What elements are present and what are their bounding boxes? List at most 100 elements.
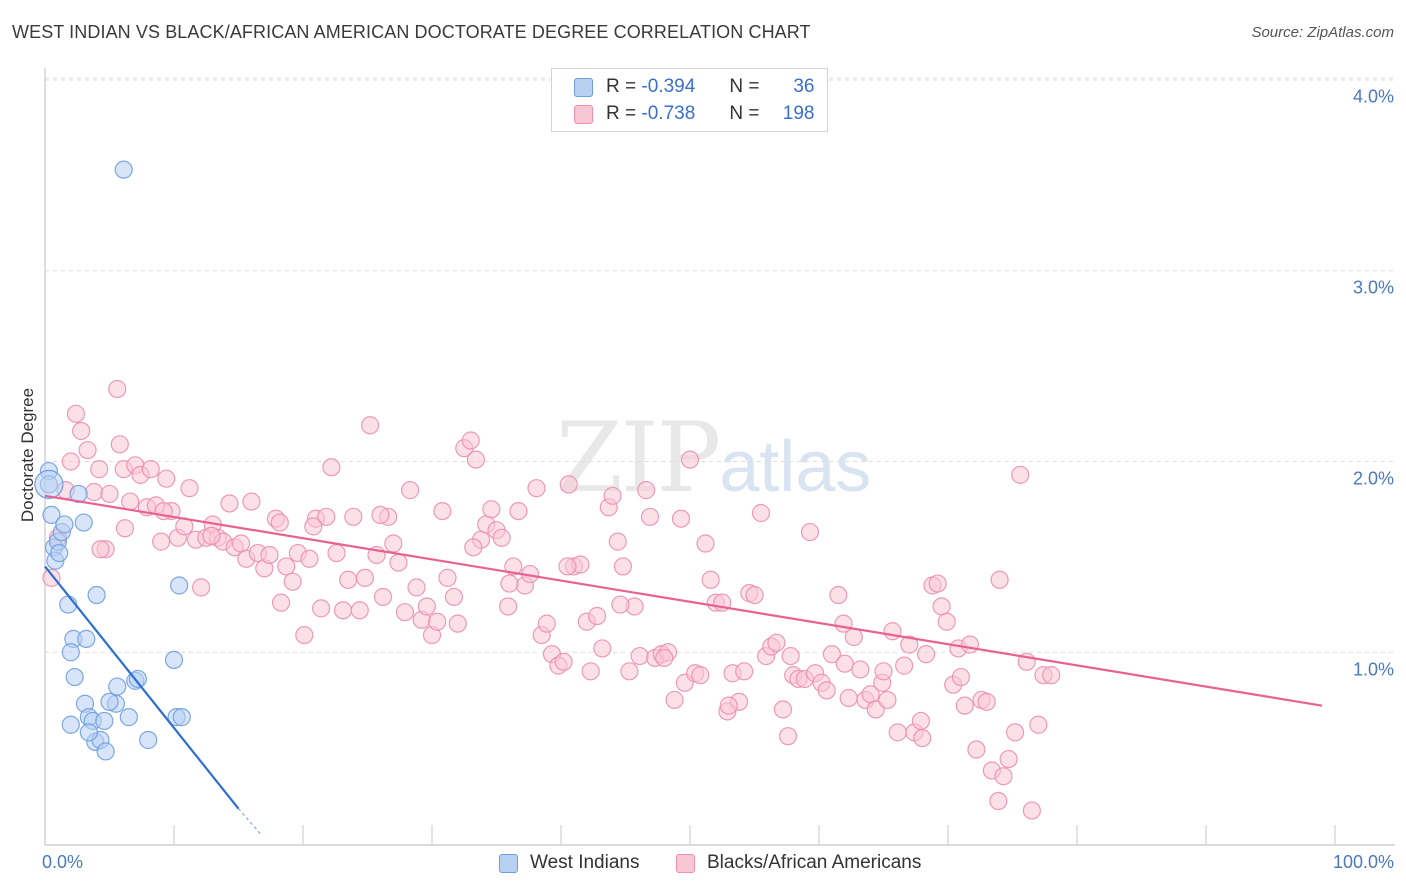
blacks-point	[696, 534, 715, 553]
blacks-point	[999, 749, 1018, 769]
bottom-legend-blacks: Blacks/African Americans	[676, 852, 921, 874]
blacks-point	[389, 553, 408, 572]
legend-swatch-pink	[574, 104, 593, 124]
blacks-point	[295, 625, 314, 645]
west-indian-point	[139, 730, 158, 750]
west-indian-point	[77, 629, 96, 648]
legend-row-west-indians: R = -0.394 N = 36	[574, 76, 815, 98]
blacks-point	[428, 612, 447, 631]
blacks-point	[895, 656, 914, 675]
blacks-point	[1011, 465, 1030, 484]
blacks-point	[955, 696, 974, 715]
blacks-point	[509, 501, 528, 521]
blacks-point	[620, 662, 639, 681]
blacks-point	[1005, 723, 1025, 742]
blacks-point	[91, 540, 110, 559]
west-indian-trend-line	[44, 565, 240, 810]
west-indian-point	[55, 515, 74, 534]
blacks-point	[277, 557, 296, 576]
y-tick-label: 3.0%	[1352, 277, 1394, 298]
y-axis-label: Doctorate Degree	[18, 387, 37, 523]
chart-title: WEST INDIAN VS BLACK/AFRICAN AMERICAN DO…	[12, 22, 811, 42]
legend-r-label: R =	[606, 76, 637, 97]
blacks-point	[333, 601, 353, 620]
blacks-point	[537, 614, 556, 633]
blacks-point	[883, 622, 902, 641]
blacks-point	[115, 519, 135, 538]
blacks-point	[152, 532, 171, 551]
blacks-point	[593, 639, 612, 658]
west-indian-point	[79, 723, 98, 742]
blacks-point	[911, 711, 931, 731]
blacks-point	[448, 614, 467, 633]
legend-n-label: N =	[729, 103, 760, 124]
blacks-point	[202, 526, 221, 545]
blacks-point	[719, 696, 738, 715]
blacks-point	[110, 435, 129, 454]
blacks-point	[527, 479, 546, 498]
blacks-point	[665, 690, 684, 710]
blacks-point	[588, 606, 607, 626]
blacks-point	[78, 440, 97, 460]
blacks-point	[72, 421, 91, 441]
bottom-legend-west-indians: West Indians	[499, 852, 639, 874]
blacks-point	[344, 507, 363, 526]
blacks-point	[613, 557, 633, 576]
blacks-point	[350, 601, 369, 620]
west-indian-point	[65, 667, 84, 687]
blacks-point	[637, 481, 656, 500]
blacks-point	[1042, 666, 1061, 685]
west-indian-point	[42, 505, 61, 525]
blacks-point	[407, 578, 426, 597]
blacks-point	[242, 492, 261, 511]
blacks-point	[444, 587, 464, 607]
legend-n-value: 198	[782, 103, 815, 124]
blacks-point	[61, 452, 80, 471]
blacks-point	[260, 545, 279, 565]
blacks-point	[100, 484, 119, 504]
blacks-point	[558, 557, 577, 576]
blacks-point	[395, 603, 415, 622]
blacks-point	[913, 728, 932, 748]
blacks-point	[482, 500, 501, 519]
x-tick-label: 0.0%	[42, 852, 84, 872]
west-indian-point	[50, 543, 69, 563]
blacks-point	[994, 767, 1013, 786]
blacks-point	[311, 599, 331, 618]
source-label: Source: ZipAtlas.com	[1251, 24, 1394, 41]
blacks-point	[822, 645, 842, 664]
blacks-point	[937, 612, 956, 631]
west-indian-point	[61, 643, 80, 662]
blacks-point	[603, 486, 622, 505]
blacks-point	[300, 549, 319, 568]
watermark-atlas: atlas	[719, 427, 872, 507]
correlation-legend: R = -0.394 N = 36 R = -0.738 N = 198	[551, 68, 828, 132]
blacks-point	[180, 479, 199, 498]
blacks-point	[701, 570, 720, 589]
legend-n-value: 36	[793, 76, 815, 97]
blacks-point	[839, 688, 858, 708]
blacks-point	[773, 700, 792, 719]
blacks-point	[778, 727, 798, 746]
blacks-point	[611, 595, 630, 614]
west-indian-point	[108, 677, 127, 696]
blacks-point	[504, 557, 523, 576]
blacks-point	[608, 532, 627, 551]
blacks-point	[916, 645, 936, 664]
west-indian-point	[100, 692, 119, 711]
blacks-point	[499, 597, 518, 616]
blacks-point	[433, 501, 452, 521]
west-indian-point	[170, 576, 189, 595]
blacks-point	[327, 543, 346, 563]
blacks-point	[270, 513, 289, 532]
legend-row-blacks: R = -0.738 N = 198	[574, 103, 815, 125]
blacks-point	[751, 503, 771, 523]
bottom-legend-swatch-blue	[499, 853, 518, 873]
blacks-point	[581, 662, 600, 681]
west-indian-point	[164, 650, 184, 669]
blacks-point	[400, 481, 420, 500]
west-indian-point	[61, 715, 80, 734]
blacks-point	[355, 568, 375, 587]
blacks-point	[283, 572, 302, 591]
